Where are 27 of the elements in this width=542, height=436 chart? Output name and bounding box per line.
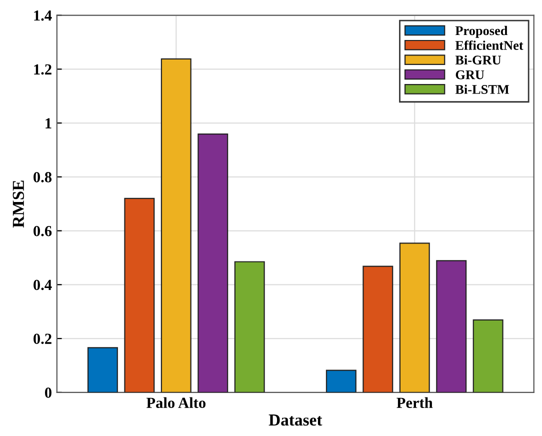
y-tick-label: 0.6 xyxy=(34,226,52,236)
bar xyxy=(362,266,394,392)
bar xyxy=(472,319,504,392)
y-tick-label: 0.8 xyxy=(34,172,52,182)
y-axis-title: RMSE xyxy=(12,180,24,228)
legend-label: Bi-LSTM xyxy=(455,84,510,94)
y-tick-label: 1.2 xyxy=(34,64,52,75)
y-tick-label: 1.4 xyxy=(34,10,52,21)
legend-label: Bi-GRU xyxy=(455,55,502,65)
bar xyxy=(234,261,265,392)
y-tick-label: 0.4 xyxy=(34,280,52,290)
y-tick-label: 0.2 xyxy=(34,334,52,344)
legend-label: Proposed xyxy=(455,26,508,38)
bar xyxy=(87,347,118,392)
legend-label: GRU xyxy=(456,70,484,80)
legend-label: EfficientNet xyxy=(455,40,524,50)
bar xyxy=(160,58,192,392)
x-tick-label: Perth xyxy=(396,397,433,408)
y-tick-label: 0 xyxy=(44,388,52,398)
bar xyxy=(399,242,430,392)
bar xyxy=(436,260,467,392)
x-axis-title: Dataset xyxy=(268,414,322,426)
bar xyxy=(198,134,228,392)
bar xyxy=(124,198,155,392)
y-tick-label: 1 xyxy=(46,118,52,128)
x-tick-label: Palo Alto xyxy=(146,397,206,408)
bar xyxy=(326,370,356,392)
